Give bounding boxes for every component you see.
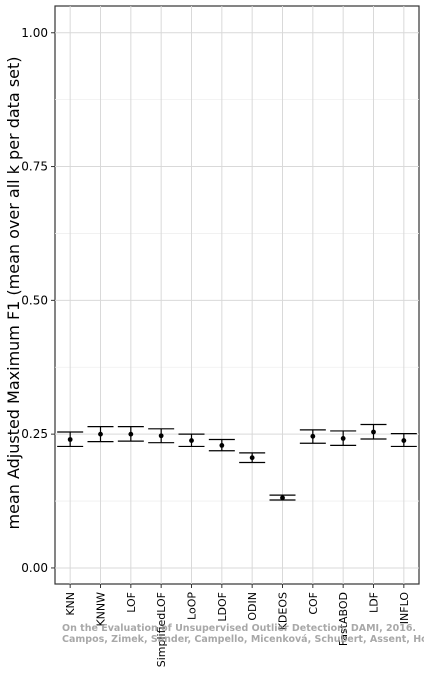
x-tick-label: INFLO bbox=[398, 592, 411, 625]
y-tick-label: 1.00 bbox=[21, 26, 48, 40]
y-tick-label: 0.25 bbox=[21, 427, 48, 441]
plot-panel bbox=[54, 5, 420, 585]
y-tick-label: 0.50 bbox=[21, 293, 48, 307]
x-tick-label: FastABOD bbox=[337, 592, 350, 646]
mean-point bbox=[249, 455, 255, 461]
x-tick-label: KDEOS bbox=[277, 592, 290, 630]
error-bars bbox=[57, 423, 417, 501]
x-tick-label: LOF bbox=[125, 592, 138, 613]
mean-point bbox=[98, 431, 103, 437]
x-tick-label: ODIN bbox=[246, 592, 259, 621]
mean-point bbox=[189, 438, 194, 443]
mean-point bbox=[158, 433, 164, 439]
watermark-line2: Campos, Zimek, Sander, Campello, Micenko… bbox=[62, 634, 424, 645]
major-gridlines bbox=[55, 6, 419, 584]
minor-gridlines bbox=[55, 99, 419, 502]
x-tick-label: LDOF bbox=[216, 592, 229, 622]
mean-point bbox=[67, 437, 73, 442]
y-axis-ticks: 0.00 0.25 0.50 0.75 1.00 bbox=[21, 26, 55, 575]
mean-point bbox=[401, 438, 407, 443]
x-tick-label: KNN bbox=[64, 592, 77, 616]
x-tick-label: KNNW bbox=[95, 592, 108, 627]
y-tick-label: 0.00 bbox=[21, 561, 48, 575]
x-tick-label: SimplifiedLOF bbox=[155, 592, 168, 667]
mean-point bbox=[310, 433, 316, 439]
mean-point bbox=[371, 429, 376, 435]
y-tick-label: 0.75 bbox=[21, 160, 48, 174]
x-tick-label: LDF bbox=[368, 592, 381, 613]
y-axis-label: mean Adjusted Maximum F1 (mean over all … bbox=[4, 56, 23, 529]
x-axis-ticks: KNN KNNW LOF SimplifiedLOF LoOP LDOF ODIN KDEOS… bbox=[64, 584, 411, 667]
x-tick-label: LoOP bbox=[186, 592, 199, 620]
mean-point bbox=[219, 442, 225, 448]
mean-point bbox=[280, 495, 285, 501]
x-tick-label: COF bbox=[307, 592, 320, 615]
mean-point bbox=[340, 436, 346, 441]
watermark-line1: On the Evaluation of Unsupervised Outlie… bbox=[62, 623, 416, 634]
mean-point bbox=[128, 431, 134, 437]
